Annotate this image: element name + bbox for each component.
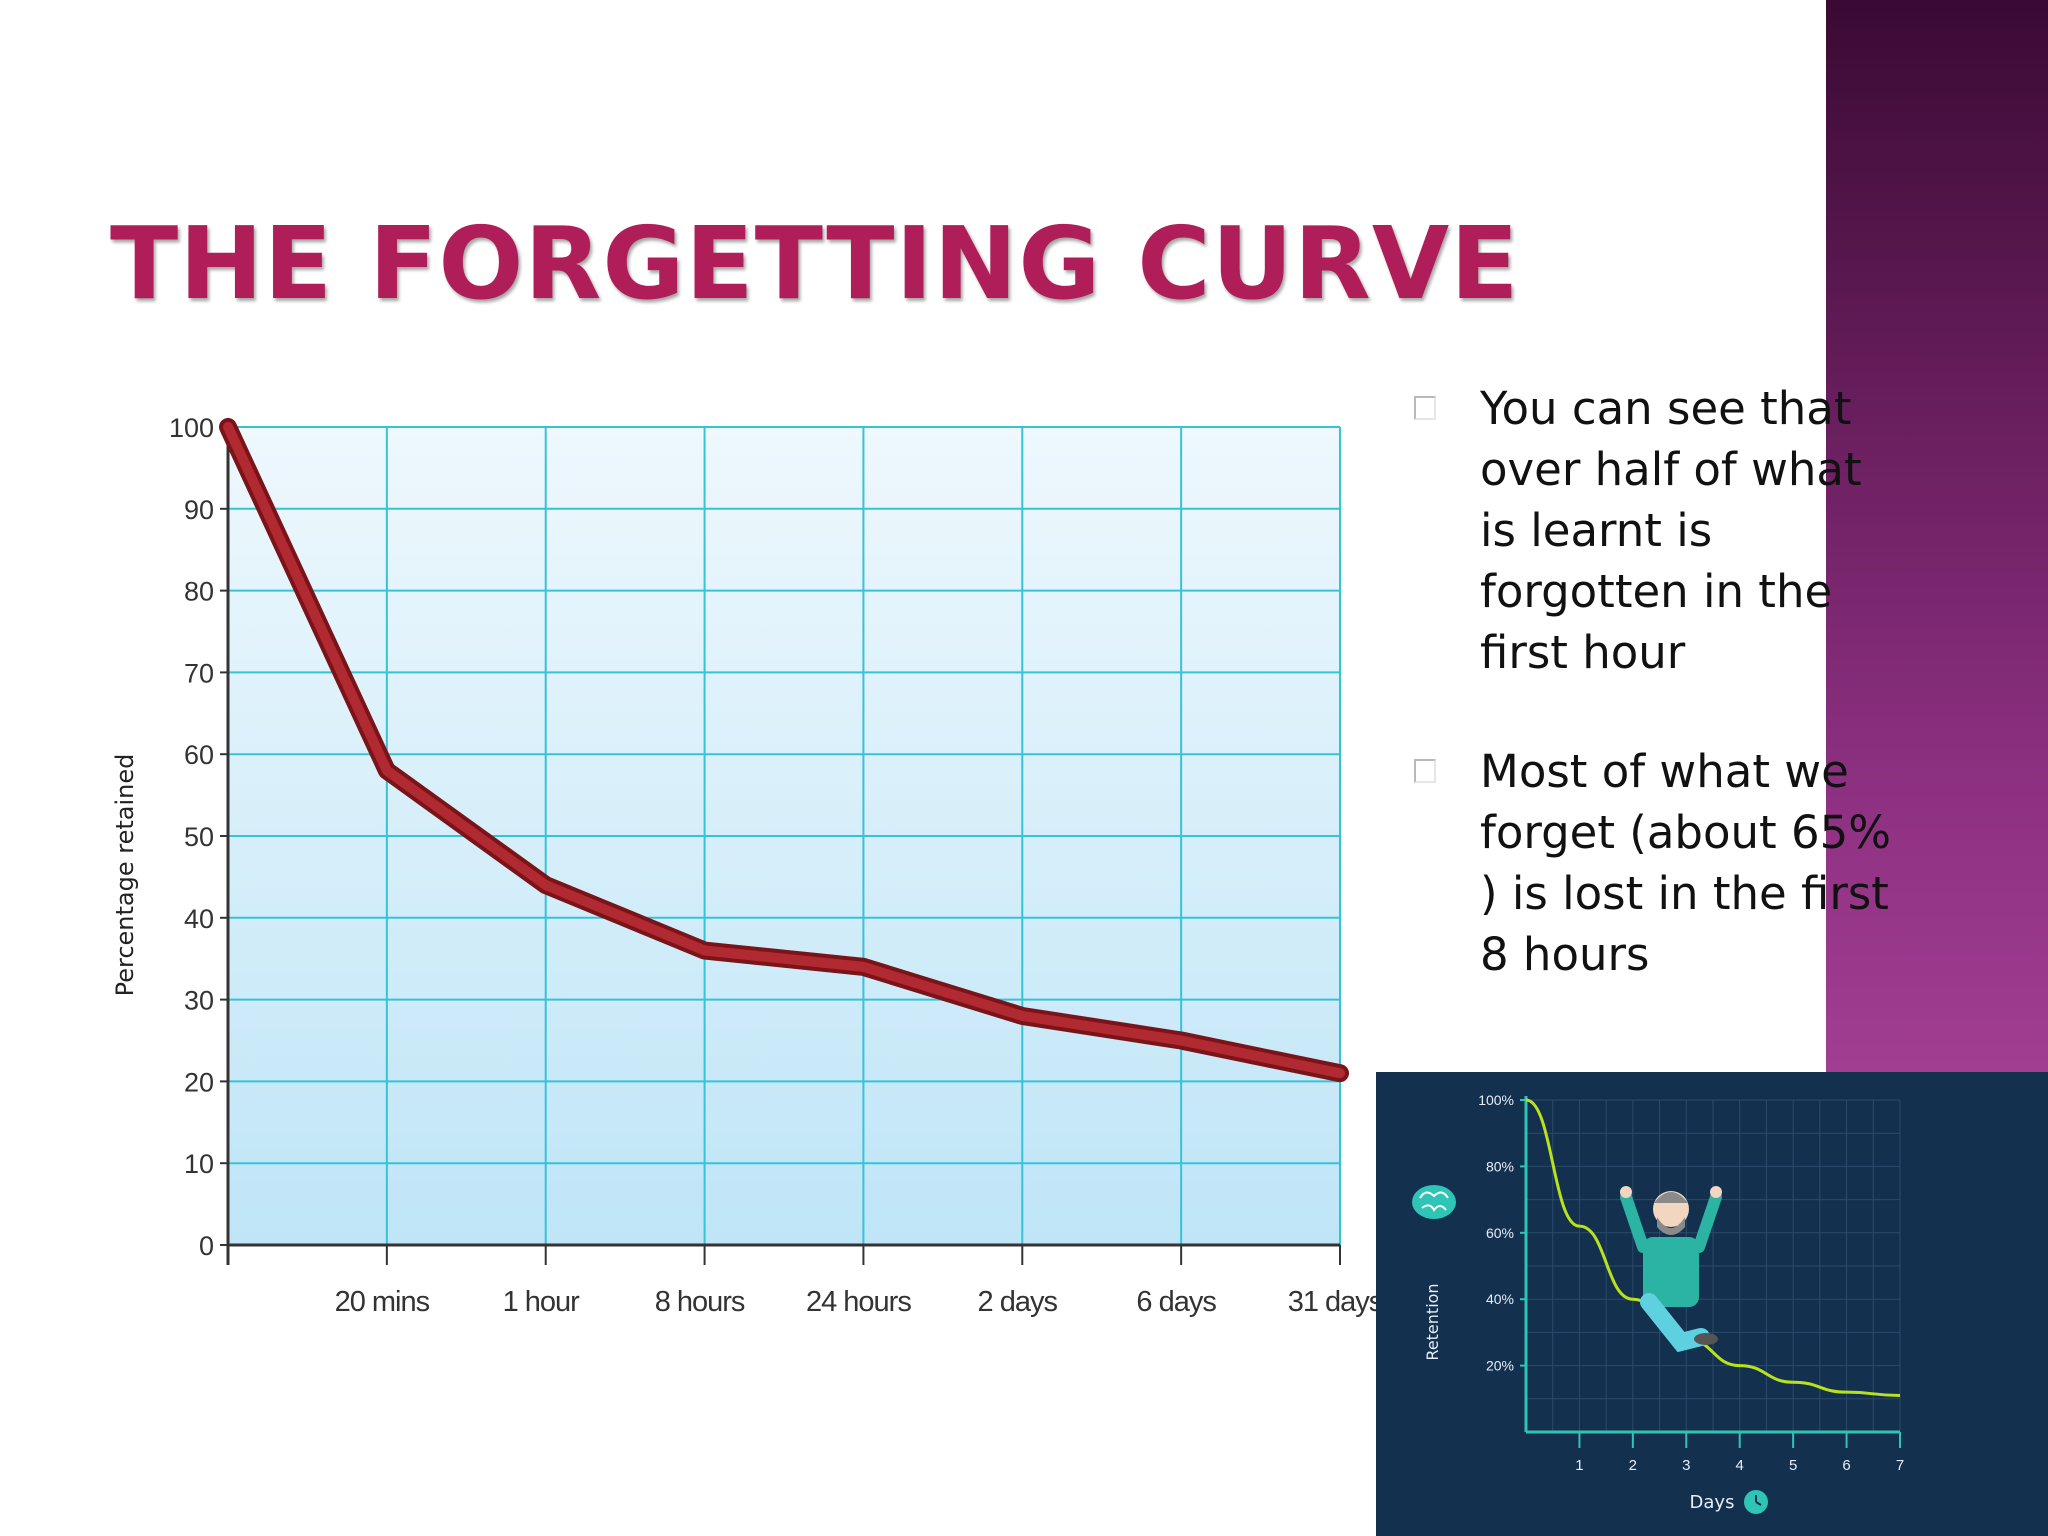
- decorative-side-band: [1826, 0, 2048, 1072]
- y-tick-label: 100: [169, 413, 214, 443]
- inset-x-tick-labels: 1 2 3 4 5 6 7: [1575, 1457, 1904, 1474]
- slide-title: THE FORGETTING CURVE: [110, 205, 1520, 322]
- clock-icon: [1744, 1490, 1768, 1514]
- inset-y-axis-label: Retention: [1423, 1283, 1442, 1360]
- y-tick-label: 10: [184, 1149, 214, 1179]
- inset-x-tick-label: 4: [1736, 1457, 1744, 1474]
- y-tick-label: 70: [184, 658, 214, 688]
- inset-x-tick-label: 5: [1789, 1457, 1797, 1474]
- inset-x-axis-label: Days: [1690, 1492, 1735, 1513]
- y-tick-label: 0: [199, 1231, 214, 1261]
- grid-lines: [228, 426, 1341, 1245]
- data-point: [1019, 1012, 1026, 1019]
- data-point: [1178, 1037, 1185, 1044]
- data-point: [542, 882, 549, 889]
- inset-x-tick-label: 1: [1575, 1457, 1583, 1474]
- x-tick-label: 24 hours: [806, 1286, 911, 1318]
- axes: [220, 423, 1341, 1265]
- data-point: [383, 767, 390, 774]
- data-point: [701, 947, 708, 954]
- data-point: [225, 424, 231, 430]
- inset-grid-lines: [1526, 1099, 1901, 1432]
- inset-axes: [1520, 1096, 1901, 1448]
- bullet-text: You can see that over half of what is le…: [1480, 382, 1862, 679]
- data-point: [860, 963, 867, 970]
- inset-y-tick-label: 60%: [1486, 1225, 1514, 1241]
- series-line: [219, 418, 1349, 1083]
- inset-y-tick-label: 80%: [1486, 1158, 1514, 1174]
- bullet-list: You can see that over half of what is le…: [1410, 378, 1910, 1043]
- y-tick-label: 30: [184, 986, 214, 1016]
- x-tick-labels: 20 mins 1 hour 8 hours 24 hours 2 days 6 days…: [335, 1286, 1384, 1318]
- inset-x-tick-label: 3: [1682, 1457, 1690, 1474]
- inset-x-tick-label: 6: [1842, 1457, 1850, 1474]
- brain-icon: [1412, 1185, 1456, 1219]
- y-tick-label: 20: [184, 1067, 214, 1097]
- y-axis-label: Percentage retained: [111, 754, 139, 997]
- y-tick-label: 50: [184, 822, 214, 852]
- inset-x-tick-label: 2: [1629, 1457, 1637, 1474]
- y-tick-label: 90: [184, 495, 214, 525]
- x-tick-label: 20 mins: [335, 1286, 430, 1318]
- x-tick-label: 1 hour: [503, 1286, 581, 1318]
- y-tick-label: 40: [184, 904, 214, 934]
- inset-y-tick-labels: 20% 40% 60% 80% 100%: [1478, 1092, 1514, 1374]
- series-line: [223, 422, 1345, 1079]
- bullet-square-icon: [1414, 759, 1436, 783]
- y-tick-label: 60: [184, 740, 214, 770]
- inset-y-tick-label: 100%: [1478, 1092, 1514, 1108]
- x-tick-label: 31 days: [1288, 1286, 1383, 1318]
- inset-y-tick-label: 40%: [1486, 1291, 1514, 1307]
- bullet-item: You can see that over half of what is le…: [1410, 378, 1910, 683]
- man-sliding-illustration: [1620, 1186, 1722, 1353]
- data-point: [1337, 1070, 1343, 1077]
- forgetting-curve-chart: 0 10 20 30 40 50 60 70 80 90 100 20 mins 1 hour 8 ho…: [111, 413, 1384, 1318]
- bullet-text: Most of what we forget (about 65% ) is l…: [1480, 745, 1891, 981]
- x-tick-label: 8 hours: [655, 1286, 745, 1318]
- y-tick-label: 80: [184, 577, 214, 607]
- retention-inset-chart: 20% 40% 60% 80% 100% 1 2 3 4 5 6 7 Retention Days: [1376, 1072, 2048, 1536]
- bullet-square-icon: [1414, 396, 1436, 420]
- inset-y-tick-label: 20%: [1486, 1358, 1514, 1374]
- y-tick-labels: 0 10 20 30 40 50 60 70 80 90 100: [169, 413, 214, 1261]
- x-tick-label: 2 days: [978, 1286, 1058, 1318]
- x-tick-label: 6 days: [1136, 1286, 1216, 1318]
- bullet-item: Most of what we forget (about 65% ) is l…: [1410, 741, 1910, 985]
- inset-x-tick-label: 7: [1896, 1457, 1904, 1474]
